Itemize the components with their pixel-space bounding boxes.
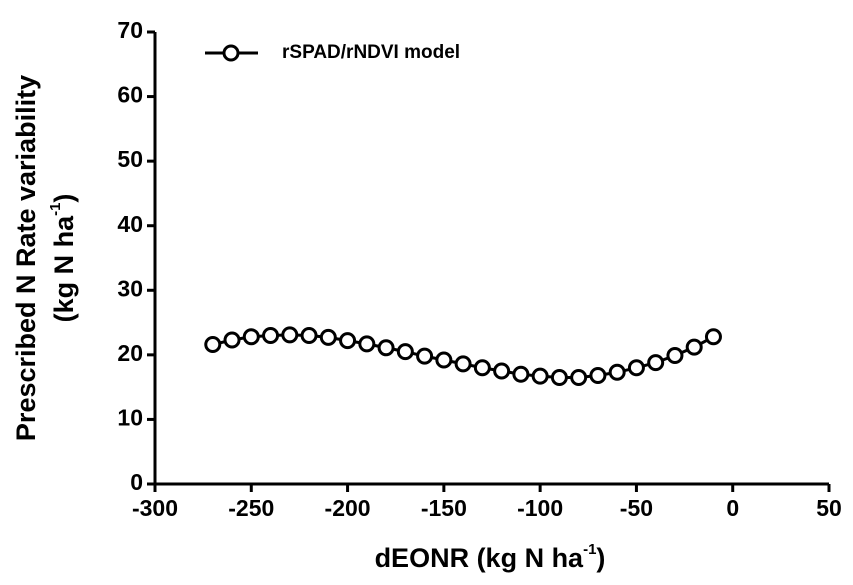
y-tick-label: 50 <box>117 146 143 172</box>
marker <box>435 351 453 369</box>
marker <box>281 326 299 344</box>
legend-label: rSPAD/rNDVI model <box>282 42 460 63</box>
y-tick-label: 40 <box>117 211 143 237</box>
x-tick-label: -200 <box>325 495 371 521</box>
marker <box>339 332 357 350</box>
marker <box>454 355 472 373</box>
y-tick-label: 30 <box>117 275 143 301</box>
y-title-text: (kg N ha <box>49 215 79 322</box>
y-tick-label: 0 <box>130 469 143 495</box>
y-tick-label: 70 <box>117 17 143 43</box>
marker <box>570 368 588 386</box>
marker <box>531 367 549 385</box>
marker <box>512 365 530 383</box>
y-title-sup: -1 <box>47 203 64 216</box>
y-tick-label: 20 <box>117 340 143 366</box>
marker <box>358 335 376 353</box>
marker <box>262 326 280 344</box>
x-tick-label: -250 <box>228 495 274 521</box>
x-tick-label: -300 <box>132 495 178 521</box>
x-tick-label: -150 <box>421 495 467 521</box>
y-title-end: ) <box>49 194 79 203</box>
marker <box>473 359 491 377</box>
marker <box>589 367 607 385</box>
x-tick-label: -50 <box>620 495 653 521</box>
x-title-end: ) <box>596 543 605 573</box>
y-tick-label: 60 <box>117 82 143 108</box>
marker <box>223 331 241 349</box>
y-title-line1: Prescribed N Rate variability <box>11 75 41 441</box>
marker <box>685 338 703 356</box>
marker <box>204 336 222 354</box>
x-axis-title: dEONR (kg N ha-1) <box>375 541 606 573</box>
marker <box>493 362 511 380</box>
marker <box>608 363 626 381</box>
marker <box>300 326 318 344</box>
y-title-line2: (kg N ha-1) <box>47 194 79 323</box>
marker <box>319 328 337 346</box>
x-title-sup: -1 <box>583 541 596 558</box>
x-tick-label: -100 <box>517 495 563 521</box>
marker <box>704 328 722 346</box>
x-tick-label: 50 <box>816 495 842 521</box>
x-tick-label: 0 <box>726 495 739 521</box>
x-title-text: dEONR (kg N ha <box>375 543 584 573</box>
legend-marker <box>222 44 240 62</box>
y-tick-label: 10 <box>117 405 143 431</box>
marker <box>550 368 568 386</box>
marker <box>242 328 260 346</box>
marker <box>647 354 665 372</box>
marker <box>627 359 645 377</box>
marker <box>396 343 414 361</box>
marker <box>416 347 434 365</box>
marker <box>377 339 395 357</box>
marker <box>666 347 684 365</box>
y-axis-title: Prescribed N Rate variability (kg N ha-1… <box>11 75 79 441</box>
